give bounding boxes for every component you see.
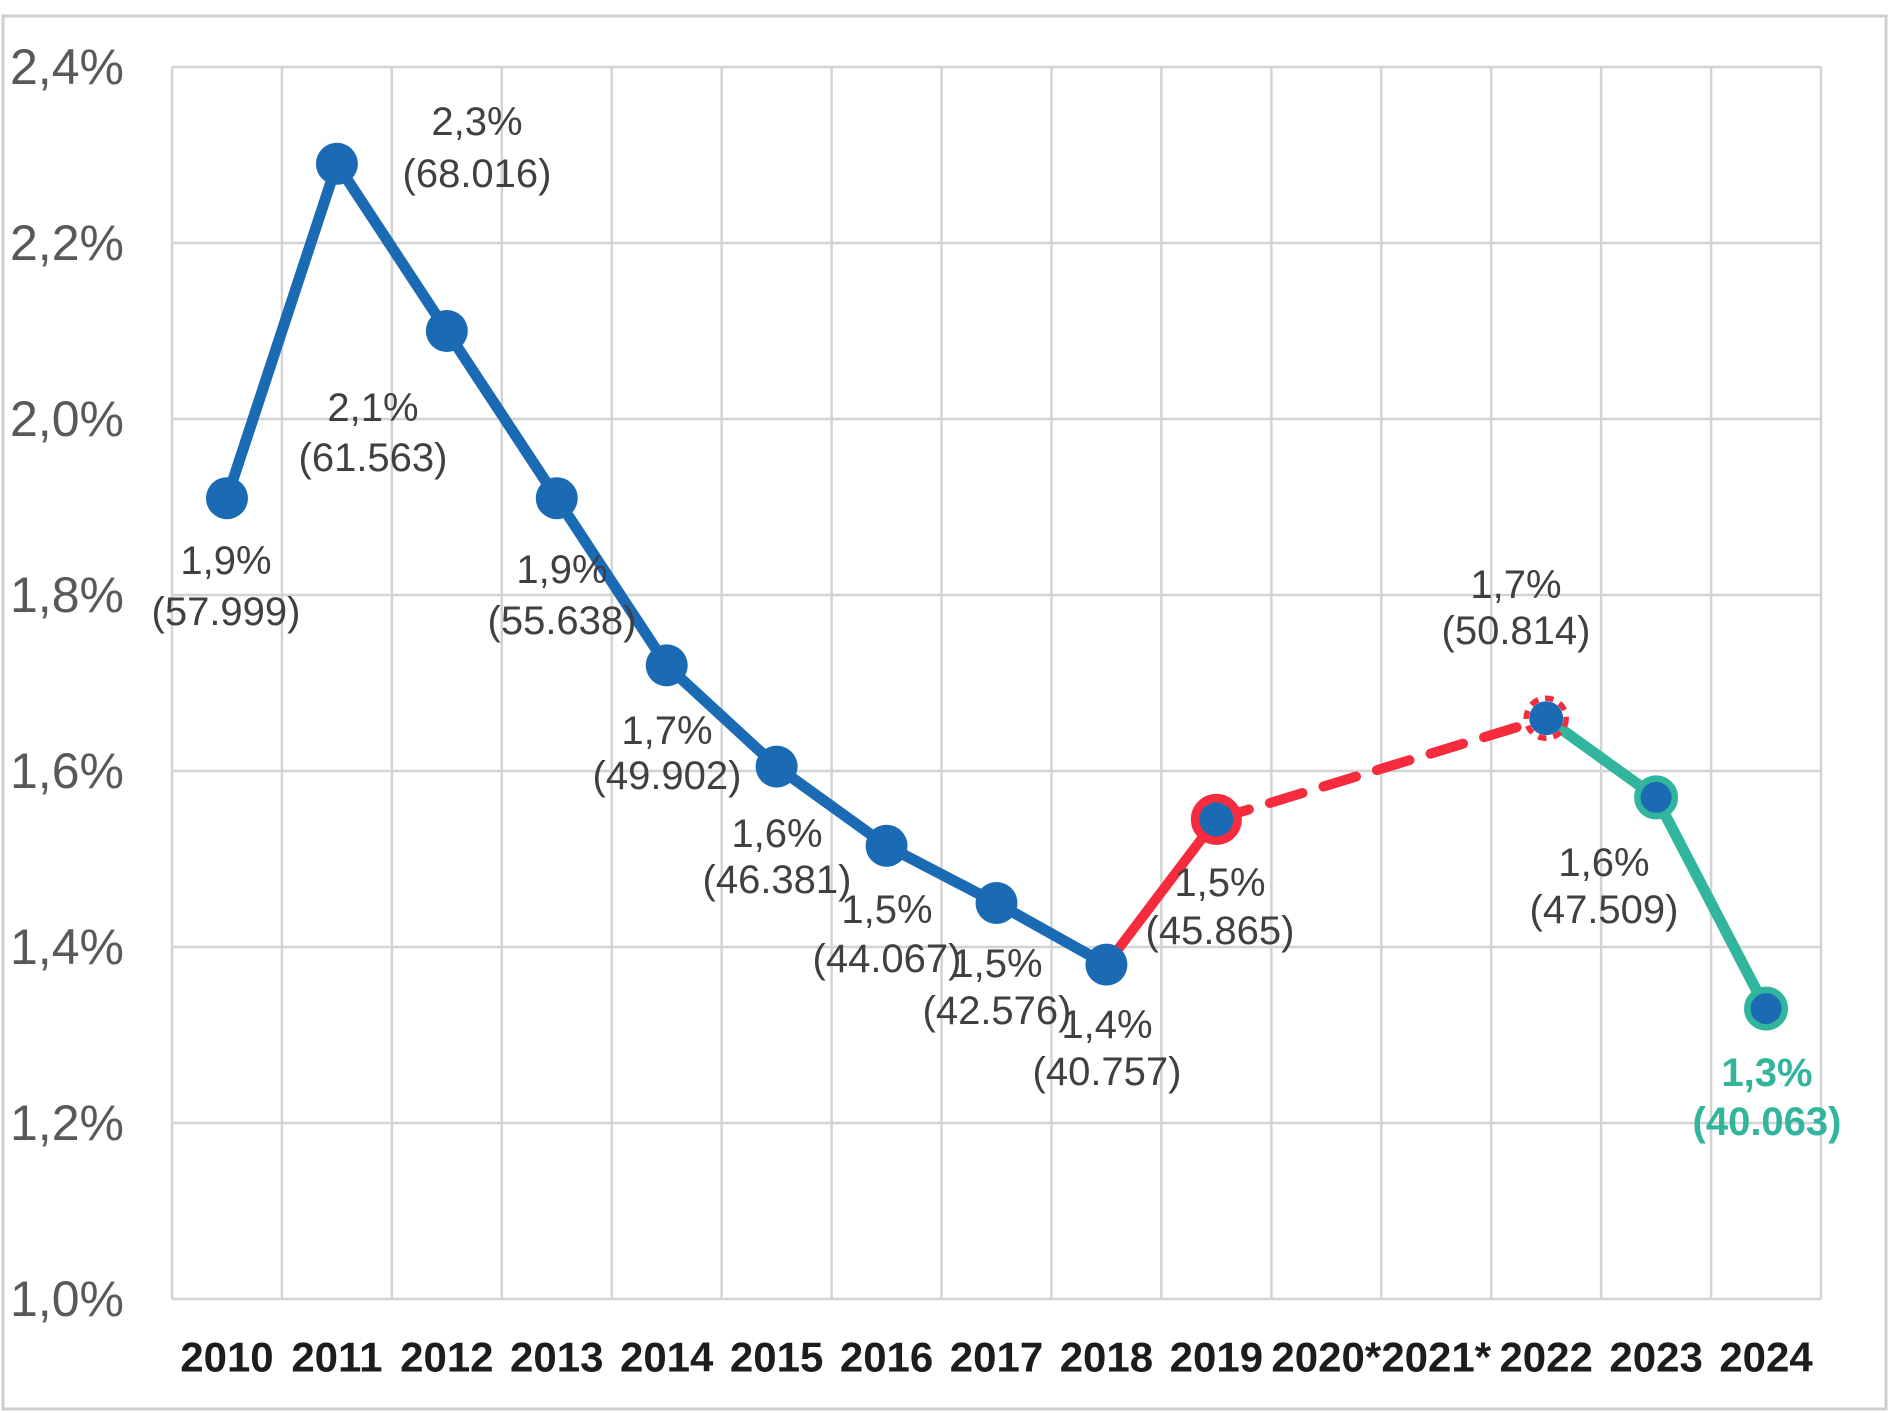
y-tick-label: 2,2%: [10, 215, 124, 271]
data-point-marker: [1085, 943, 1128, 986]
data-point-marker: [1529, 701, 1564, 736]
x-tick-label: 2021*: [1381, 1334, 1491, 1381]
x-tick-label: 2010: [180, 1334, 273, 1381]
data-label-percent: 1,9%: [516, 548, 607, 592]
data-label-absolute: (50.814): [1442, 609, 1591, 653]
series-segment-rise-red: [1101, 814, 1222, 970]
y-tick-label: 1,6%: [10, 743, 124, 799]
data-label-absolute: (45.865): [1146, 909, 1295, 953]
data-label-percent: 1,5%: [841, 888, 932, 932]
data-label-absolute: (61.563): [299, 436, 448, 480]
data-label-absolute: (40.757): [1033, 1050, 1182, 1094]
data-point-marker: [975, 882, 1018, 924]
data-point-marker-ring: [1190, 793, 1242, 845]
data-label-percent: 1,7%: [1470, 563, 1561, 607]
data-point-marker: [535, 477, 578, 520]
data-label-absolute: (47.509): [1530, 888, 1679, 932]
data-point-marker: [1640, 781, 1672, 813]
data-label-percent: 1,5%: [951, 942, 1042, 986]
data-point-marker: [755, 745, 798, 788]
y-tick-label: 1,0%: [10, 1271, 124, 1327]
data-point-marker-ring: [1744, 986, 1789, 1031]
data-label-absolute: (40.063): [1693, 1100, 1842, 1144]
y-tick-label: 1,4%: [10, 919, 124, 975]
x-tick-label: 2012: [400, 1334, 493, 1381]
data-point-marker: [425, 310, 468, 352]
data-label-percent: 2,1%: [327, 386, 418, 430]
x-tick-label: 2014: [620, 1334, 714, 1381]
data-point-marker-ring: [1634, 775, 1679, 820]
page-border: [1, 14, 1888, 1411]
data-label-absolute: (44.067): [813, 937, 962, 981]
x-tick-label: 2016: [840, 1334, 933, 1381]
data-point-marker: [205, 477, 248, 520]
x-tick-label: 2017: [950, 1334, 1043, 1381]
x-tick-label: 2024: [1719, 1334, 1813, 1381]
data-label-percent: 1,6%: [1558, 841, 1649, 885]
data-label-percent: 1,4%: [1061, 1003, 1152, 1047]
data-point-marker-dashed-ring: [1523, 695, 1569, 741]
data-label-absolute: (55.638): [488, 599, 637, 643]
data-label-percent: 1,7%: [621, 709, 712, 753]
y-tick-label: 2,4%: [10, 39, 124, 95]
data-point-marker: [645, 644, 688, 687]
y-tick-label: 1,2%: [10, 1095, 124, 1151]
data-label-absolute: (68.016): [403, 152, 552, 196]
x-tick-label: 2019: [1170, 1334, 1263, 1381]
data-label-absolute: (49.902): [593, 754, 742, 798]
x-tick-label: 2022: [1499, 1334, 1592, 1381]
x-tick-label: 2015: [730, 1334, 823, 1381]
data-label-absolute: (46.381): [703, 858, 852, 902]
x-tick-label: 2011: [291, 1334, 382, 1381]
data-label-percent: 1,5%: [1174, 861, 1265, 905]
data-label-percent: 1,3%: [1721, 1051, 1812, 1095]
data-point-marker: [315, 142, 358, 185]
data-point-marker: [1199, 802, 1234, 837]
data-point-marker: [865, 824, 908, 867]
y-tick-label: 2,0%: [10, 391, 124, 447]
x-tick-label: 2013: [510, 1334, 603, 1381]
data-label-absolute: (57.999): [152, 590, 301, 634]
data-label-percent: 1,6%: [731, 812, 822, 856]
x-tick-label: 2020*: [1271, 1334, 1381, 1381]
data-point-marker: [1750, 993, 1782, 1025]
data-label-absolute: (42.576): [923, 989, 1072, 1033]
series-segment-gap-red-dashed: [1211, 713, 1552, 825]
data-label-percent: 2,3%: [431, 100, 522, 144]
data-label-percent: 1,9%: [180, 539, 271, 583]
x-tick-label: 2023: [1609, 1334, 1702, 1381]
x-tick-label: 2018: [1060, 1334, 1153, 1381]
y-tick-label: 1,8%: [10, 567, 124, 623]
